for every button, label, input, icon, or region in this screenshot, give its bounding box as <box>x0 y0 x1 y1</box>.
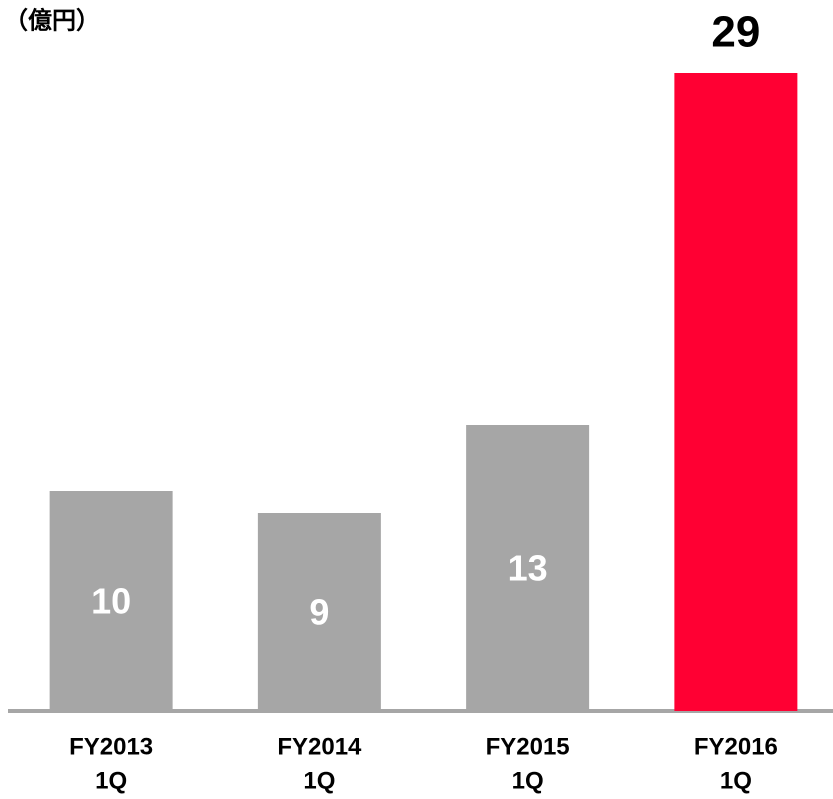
bar <box>674 73 798 711</box>
x-tick-label: FY2015 <box>486 733 570 760</box>
bar <box>49 491 173 711</box>
value-label: 10 <box>91 581 131 622</box>
unit-label: （億円） <box>4 6 100 34</box>
x-tick-label: 1Q <box>512 767 544 794</box>
value-label: 9 <box>309 592 329 633</box>
x-tick-label: FY2014 <box>277 733 362 760</box>
bar <box>257 513 381 711</box>
x-tick-label: 1Q <box>720 767 752 794</box>
value-label: 13 <box>508 548 548 589</box>
x-tick-label: FY2013 <box>69 733 153 760</box>
x-tick-label: 1Q <box>95 767 127 794</box>
x-tick-label: FY2016 <box>694 733 778 760</box>
bar <box>466 425 590 711</box>
value-label: 29 <box>711 8 760 57</box>
x-tick-label: 1Q <box>303 767 335 794</box>
